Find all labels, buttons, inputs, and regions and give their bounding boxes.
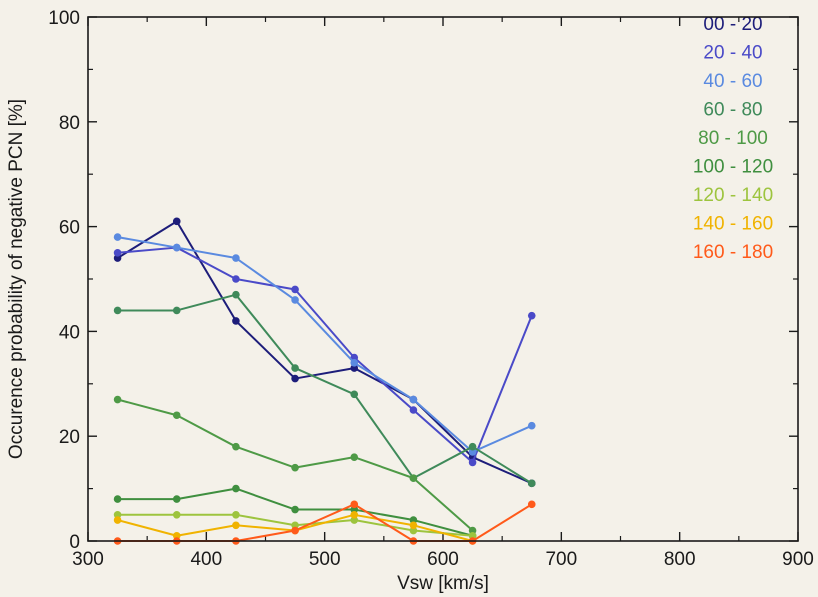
y-axis-label: Occurence probability of negative PCN [%… — [6, 99, 27, 459]
legend-entry: 20 - 40 — [703, 43, 762, 64]
x-axis-label: Vsw [km/s] — [397, 573, 489, 594]
data-point — [113, 249, 122, 257]
data-point — [113, 495, 122, 503]
series-6 — [113, 511, 477, 540]
data-point — [172, 217, 181, 226]
plot-frame — [87, 16, 799, 542]
data-point — [409, 516, 418, 524]
data-point — [172, 411, 181, 420]
data-point — [350, 505, 359, 514]
data-point — [232, 521, 240, 530]
data-point — [232, 317, 240, 325]
data-point — [409, 521, 418, 530]
data-point — [350, 364, 359, 372]
series-line — [117, 236, 533, 453]
data-point — [113, 233, 122, 241]
data-point — [409, 406, 418, 414]
data-point — [172, 511, 181, 519]
data-point — [172, 531, 181, 540]
series-lines — [113, 217, 536, 545]
data-point — [291, 521, 299, 530]
data-point — [291, 285, 299, 294]
series-line — [117, 246, 533, 464]
data-point — [468, 526, 477, 535]
legend-entry: 100 - 120 — [693, 157, 773, 178]
data-point — [409, 526, 418, 535]
series-line — [117, 293, 533, 485]
data-point — [291, 505, 299, 514]
data-point — [350, 390, 359, 399]
data-point — [113, 395, 122, 404]
x-tick-label: 600 — [427, 549, 459, 570]
legend-entry: 80 - 100 — [698, 128, 768, 149]
data-point — [172, 495, 181, 503]
data-point — [291, 374, 299, 383]
x-tick-label: 400 — [190, 549, 222, 570]
data-point — [232, 275, 240, 283]
data-point — [232, 442, 240, 451]
data-point — [291, 463, 299, 472]
data-point — [527, 311, 536, 320]
data-point — [291, 526, 299, 535]
data-point — [350, 500, 359, 509]
data-point — [350, 516, 359, 524]
legend-entry: 160 - 180 — [693, 242, 773, 263]
y-tick-label: 100 — [48, 8, 80, 29]
x-tick-label: 900 — [782, 549, 814, 570]
data-point — [350, 511, 359, 519]
y-ticks: 0 20 40 60 80 100 — [48, 8, 798, 553]
data-point — [291, 296, 299, 304]
data-point — [113, 516, 122, 524]
series-1 — [113, 243, 536, 467]
series-5 — [113, 484, 477, 540]
legend-entry: 40 - 60 — [703, 71, 762, 92]
x-tick-label: 300 — [72, 549, 104, 570]
y-tick-label: 0 — [69, 532, 80, 553]
data-point — [409, 395, 418, 404]
data-point — [527, 421, 536, 430]
data-point — [291, 364, 299, 372]
data-point — [409, 474, 418, 482]
data-point — [232, 254, 240, 262]
data-point — [113, 254, 122, 262]
x-tick-label: 800 — [664, 549, 696, 570]
series-4 — [113, 395, 477, 535]
data-point — [113, 511, 122, 519]
legend-entry: 140 - 160 — [693, 214, 773, 235]
data-point — [350, 453, 359, 461]
data-point — [232, 290, 240, 299]
series-line — [117, 220, 533, 485]
data-point — [172, 306, 181, 315]
data-point — [172, 243, 181, 252]
x-tick-label: 700 — [545, 549, 577, 570]
legend-entry: 60 - 80 — [703, 100, 762, 121]
data-point — [468, 458, 477, 467]
legend-entry: 120 - 140 — [693, 185, 773, 206]
data-point — [527, 479, 536, 488]
y-tick-label: 80 — [59, 113, 80, 134]
y-tick-label: 20 — [59, 427, 80, 448]
data-point — [232, 484, 240, 493]
legend: 00 - 20 20 - 40 40 - 60 60 - 80 80 - 100 100 … — [693, 14, 773, 263]
data-point — [468, 442, 477, 451]
y-tick-label: 40 — [59, 322, 80, 343]
data-point — [468, 448, 477, 456]
data-point — [527, 500, 536, 509]
y-tick-label: 60 — [59, 218, 80, 239]
series-2 — [113, 233, 536, 456]
x-tick-label: 500 — [309, 549, 341, 570]
data-point — [232, 511, 240, 519]
data-point — [113, 306, 122, 315]
data-point — [468, 531, 477, 540]
legend-entry: 00 - 20 — [703, 14, 762, 35]
data-point — [350, 359, 359, 367]
